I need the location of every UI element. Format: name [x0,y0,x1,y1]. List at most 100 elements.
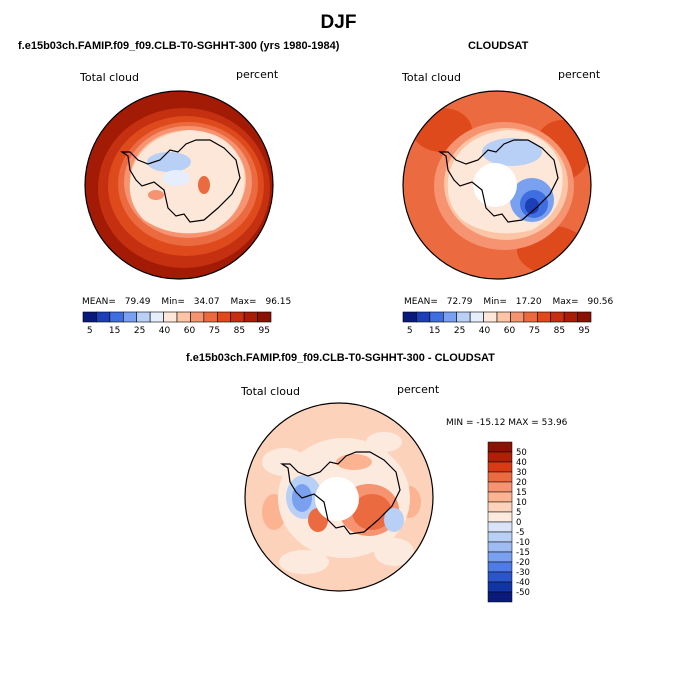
obs-colorbar-swatch [563,311,578,323]
diff-colorbar-tick: -30 [516,568,530,578]
diff-pole-hole [315,477,359,521]
diff-units-label: percent [397,383,440,396]
obs-colorbar-tick: 95 [579,326,590,336]
model-colorbar-swatch [136,311,151,323]
diff-colorbar-swatch [487,581,513,593]
obs-colorbar-swatch [456,311,471,323]
model-colorbar-tick: 40 [159,326,171,336]
obs-colorbar-swatch [402,311,417,323]
obs-colorbar-swatch [429,311,444,323]
diff-colorbar-swatch [487,521,513,533]
diff-colorbar-tick: -50 [516,588,530,598]
model-colorbar-swatch [109,311,124,323]
diff-colorbar-swatch [487,491,513,503]
obs-units-label: percent [558,68,601,81]
model-min-label: Min= [161,297,185,307]
model-units-label: percent [236,68,279,81]
obs-colorbar-tick: 5 [407,326,413,336]
obs-colorbar-swatch [536,311,552,323]
obs-mean-label: MEAN= [404,297,438,307]
model-mean-label: MEAN= [82,297,116,307]
diff-colorbar-tick: 40 [516,458,527,468]
model-colorbar-swatch [216,311,232,323]
model-colorbar-swatch [96,311,111,323]
diff-colorbar-swatch [487,551,513,563]
model-coastline [120,139,241,223]
obs-colorbar-tick: 40 [479,326,491,336]
diff-colorbar-swatch [487,531,513,543]
diff-colorbar-tick: 30 [516,468,527,478]
obs-max-label: Max= [552,297,579,307]
diff-colorbar-tick: -5 [516,528,524,538]
obs-mean-value: 72.79 [446,297,473,307]
diff-colorbar-tick: 50 [516,448,527,458]
obs-min-value: 17.20 [515,297,542,307]
model-colorbar-tick: 75 [209,326,220,336]
model-colorbar-tick: 95 [259,326,270,336]
diff-colorbar-swatch [487,591,513,603]
diff-colorbar-tick: 20 [516,478,527,488]
obs-colorbar-tick: 25 [454,326,465,336]
diff-map-border [244,402,434,592]
model-colorbar-tick: 15 [109,326,120,336]
model-colorbar-swatch [122,311,138,323]
model-colorbar-swatch [243,311,258,323]
obs-colorbar-tick: 75 [529,326,540,336]
model-colorbar-swatch [190,311,205,323]
obs-max-value: 90.56 [587,297,614,307]
model-colorbar: 5 15 25 40 60 75 85 95 [82,311,272,336]
obs-field-label: Total cloud [402,71,461,84]
diff-colorbar-swatch [487,461,513,473]
obs-polar-map [402,90,592,280]
obs-colorbar-swatch [550,311,565,323]
obs-colorbar-swatch [469,311,484,323]
diff-coastline [280,451,401,535]
obs-stats: MEAN= 72.79 Min= 17.20 Max= 90.56 [404,297,613,307]
model-colorbar-swatch [203,311,218,323]
diff-colorbar-tick: -10 [516,538,530,548]
obs-colorbar: 5 15 25 40 60 75 85 95 [402,311,592,336]
obs-colorbar-swatch [496,311,511,323]
diff-colorbar-swatch [487,481,513,493]
diff-colorbar-swatch [487,571,513,583]
model-stats: MEAN= 79.49 Min= 34.07 Max= 96.15 [82,297,291,307]
obs-coastline [438,139,559,223]
obs-colorbar-swatch [577,311,592,323]
diff-colorbar-tick: -15 [516,548,530,558]
diff-panel-header: f.e15b03ch.FAMIP.f09_f09.CLB-T0-SGHHT-30… [186,352,495,364]
model-min-value: 34.07 [193,297,220,307]
model-colorbar-swatch [82,311,97,323]
obs-pole-hole [473,163,517,207]
obs-colorbar-tick: 60 [504,326,516,336]
model-panel-header: f.e15b03ch.FAMIP.f09_f09.CLB-T0-SGHHT-30… [18,40,340,52]
diff-colorbar-swatch [487,451,513,463]
model-colorbar-swatch [149,311,164,323]
model-map-border [84,90,274,280]
diff-colorbar-tick: -40 [516,578,530,588]
obs-colorbar-swatch [483,311,498,323]
diff-colorbar-tick: 5 [516,508,521,518]
page-title: DJF [320,12,357,33]
diff-colorbar-swatch [487,511,513,523]
diff-colorbar-swatch [487,561,513,573]
obs-colorbar-swatch [416,311,431,323]
model-colorbar-swatch [230,311,245,323]
diff-colorbar-swatch [487,501,513,513]
model-mean-value: 79.49 [124,297,151,307]
model-colorbar-tick: 25 [134,326,145,336]
obs-colorbar-swatch [442,311,458,323]
diff-stats: MIN = -15.12 MAX = 53.96 [446,418,568,428]
model-colorbar-tick: 5 [87,326,93,336]
diff-polar-map [244,402,434,592]
model-colorbar-tick: 60 [184,326,196,336]
model-colorbar-swatch [163,311,178,323]
diff-colorbar-tick: 15 [516,488,527,498]
model-colorbar-tick: 85 [234,326,245,336]
obs-colorbar-tick: 15 [429,326,440,336]
diff-colorbar-tick: 0 [516,518,521,528]
model-polar-map [84,90,274,280]
model-colorbar-swatch [176,311,191,323]
diff-colorbar-swatch [487,541,513,553]
obs-min-label: Min= [483,297,507,307]
